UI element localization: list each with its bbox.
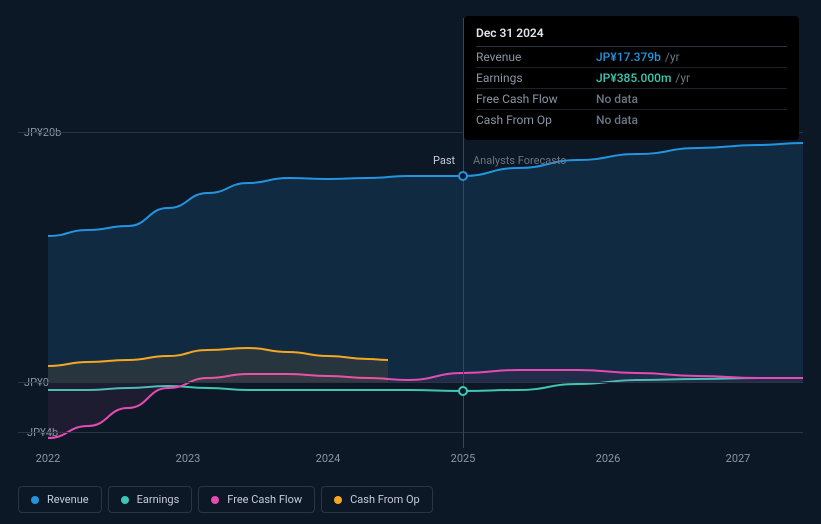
tooltip-row-label: Free Cash Flow — [476, 92, 596, 106]
legend-item-cash-from-op[interactable]: Cash From Op — [321, 486, 433, 513]
series-fill-revenue — [48, 143, 803, 382]
tooltip-row: RevenueJP¥17.379b/yr — [476, 47, 787, 68]
legend-item-revenue[interactable]: Revenue — [18, 486, 102, 513]
x-axis-label: 2023 — [176, 452, 201, 465]
tooltip-row-label: Earnings — [476, 71, 596, 85]
x-axis-labels: 2022 2023 2024 2025 2026 2027 — [18, 452, 803, 472]
legend-label: Cash From Op — [350, 493, 420, 506]
tooltip-row-value: JP¥17.379b — [596, 50, 661, 64]
tooltip-row-label: Cash From Op — [476, 113, 596, 127]
tooltip-row-value: No data — [596, 92, 638, 106]
forecast-label: Analysts Forecasts — [473, 154, 566, 167]
x-axis-label: 2026 — [596, 452, 621, 465]
tooltip-row-value: JP¥385.000m — [596, 71, 671, 85]
legend-label: Free Cash Flow — [227, 493, 302, 506]
tooltip-row-value: No data — [596, 113, 638, 127]
grid-line — [18, 432, 803, 433]
grid-line — [18, 382, 803, 383]
chart-legend: Revenue Earnings Free Cash Flow Cash From O… — [18, 486, 433, 513]
data-marker — [458, 386, 468, 396]
legend-item-earnings[interactable]: Earnings — [108, 486, 193, 513]
tooltip-row: Free Cash FlowNo data — [476, 89, 787, 110]
legend-label: Earnings — [137, 493, 180, 506]
legend-dot-icon — [334, 496, 342, 504]
tooltip-row-unit: /yr — [665, 50, 680, 64]
legend-item-free-cash-flow[interactable]: Free Cash Flow — [198, 486, 315, 513]
tooltip-row-unit: /yr — [675, 71, 690, 85]
tooltip-row: Cash From OpNo data — [476, 110, 787, 130]
x-axis-label: 2027 — [726, 452, 751, 465]
legend-label: Revenue — [47, 493, 89, 506]
x-axis-label: 2022 — [36, 452, 61, 465]
data-marker — [458, 171, 468, 181]
legend-dot-icon — [121, 496, 129, 504]
x-axis-label: 2025 — [451, 452, 476, 465]
hover-tooltip: Dec 31 2024 RevenueJP¥17.379b/yrEarnings… — [464, 16, 799, 140]
past-label: Past — [433, 154, 455, 167]
legend-dot-icon — [31, 496, 39, 504]
tooltip-row: EarningsJP¥385.000m/yr — [476, 68, 787, 89]
legend-dot-icon — [211, 496, 219, 504]
tooltip-date: Dec 31 2024 — [476, 26, 787, 47]
x-axis-label: 2024 — [316, 452, 341, 465]
tooltip-row-label: Revenue — [476, 50, 596, 64]
